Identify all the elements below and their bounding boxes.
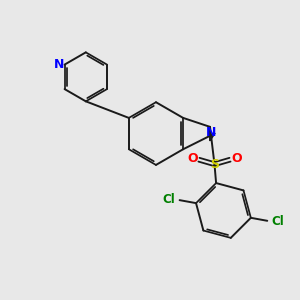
Text: Cl: Cl — [163, 193, 175, 206]
Text: N: N — [206, 126, 216, 139]
Text: O: O — [231, 152, 242, 165]
Text: S: S — [210, 158, 219, 171]
Text: N: N — [54, 58, 65, 70]
Text: O: O — [187, 152, 198, 165]
Text: Cl: Cl — [271, 215, 284, 228]
